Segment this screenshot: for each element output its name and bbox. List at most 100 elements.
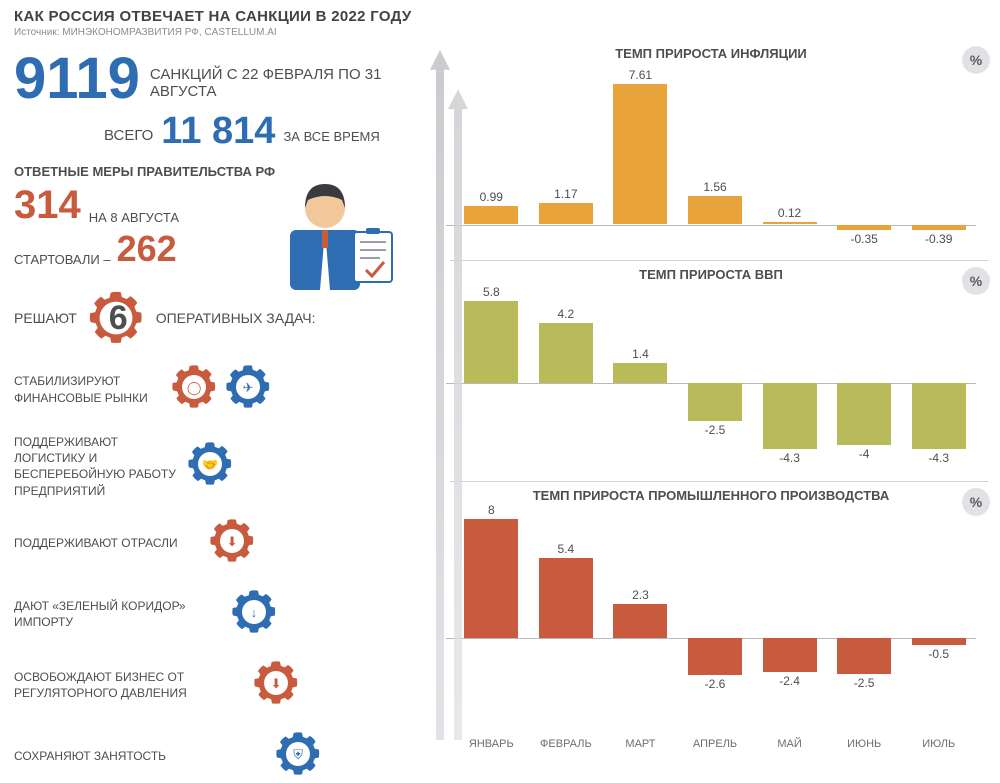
stat-total: ВСЕГО 11 814 ЗА ВСЕ ВРЕМЯ bbox=[104, 112, 428, 150]
month-label: ИЮЛЬ bbox=[901, 738, 976, 750]
bar-label: 4.2 bbox=[536, 307, 596, 321]
bar-label: -0.39 bbox=[909, 232, 969, 246]
gear-icon: ↓ bbox=[230, 588, 278, 636]
bar-label: 8 bbox=[461, 503, 521, 517]
task-label: ОСВОБОЖДАЮТ БИЗНЕС ОТ РЕГУЛЯТОРНОГО ДАВЛ… bbox=[14, 669, 196, 701]
bar bbox=[912, 383, 966, 449]
bar-label: 5.8 bbox=[461, 285, 521, 299]
bar-label: 1.56 bbox=[685, 180, 745, 194]
chart-plot: 5.84.21.4-2.5-4.3-4-4.3 bbox=[446, 284, 976, 474]
left-panel: 9119 САНКЦИЙ С 22 ФЕВРАЛЯ ПО 31 АВГУСТА … bbox=[0, 40, 438, 752]
task-row: ПОДДЕРЖИВАЮТ ЛОГИСТИКУ И БЕСПЕРЕБОЙНУЮ Р… bbox=[14, 434, 428, 499]
svg-text:↓: ↓ bbox=[251, 605, 257, 620]
chart-title: ТЕМП ПРИРОСТА ПРОМЫШЛЕННОГО ПРОИЗВОДСТВА bbox=[446, 488, 976, 503]
month-label: ЯНВАРЬ bbox=[454, 738, 529, 750]
bar-label: 2.3 bbox=[610, 588, 670, 602]
bar bbox=[539, 203, 593, 225]
bar bbox=[539, 558, 593, 638]
stat-sanctions: 9119 САНКЦИЙ С 22 ФЕВРАЛЯ ПО 31 АВГУСТА bbox=[14, 50, 428, 108]
stat-total-number: 11 814 bbox=[161, 112, 275, 150]
task-label: ПОДДЕРЖИВАЮТ ОТРАСЛИ bbox=[14, 535, 196, 551]
bar bbox=[763, 222, 817, 224]
stat-sanctions-label: САНКЦИЙ С 22 ФЕВРАЛЯ ПО 31 АВГУСТА bbox=[150, 66, 428, 108]
bar-label: -4.3 bbox=[760, 451, 820, 465]
chart: ТЕМП ПРИРОСТА ИНФЛЯЦИИ%0.991.177.611.560… bbox=[438, 40, 1000, 260]
bar bbox=[688, 638, 742, 675]
bar bbox=[912, 225, 966, 231]
bar-label: -0.5 bbox=[909, 647, 969, 661]
bar-label: 0.99 bbox=[461, 190, 521, 204]
bar bbox=[464, 206, 518, 224]
task-row: ДАЮТ «ЗЕЛЕНЫЙ КОРИДОР» ИМПОРТУ ↓ bbox=[14, 588, 428, 641]
task-label: СТАБИЛИЗИРУЮТ ФИНАНСОВЫЕ РЫНКИ bbox=[14, 373, 196, 405]
x-axis-labels: ЯНВАРЬФЕВРАЛЬМАРТАПРЕЛЬМАЙИЮНЬИЮЛЬ bbox=[446, 738, 976, 750]
source-line: Источник: МИНЭКОНОМРАЗВИТИЯ РФ, CASTELLU… bbox=[14, 27, 986, 38]
task-label: ПОДДЕРЖИВАЮТ ЛОГИСТИКУ И БЕСПЕРЕБОЙНУЮ Р… bbox=[14, 434, 196, 499]
month-label: ФЕВРАЛЬ bbox=[529, 738, 604, 750]
svg-text:⬇: ⬇ bbox=[227, 534, 238, 549]
bar bbox=[837, 383, 891, 445]
stat-started-label: СТАРТОВАЛИ – bbox=[14, 252, 111, 267]
month-label: МАРТ bbox=[603, 738, 678, 750]
solve-number: 6 bbox=[109, 299, 128, 338]
chart: ТЕМП ПРИРОСТА ПРОМЫШЛЕННОГО ПРОИЗВОДСТВА… bbox=[438, 482, 1000, 718]
gear-icon: 🤝 bbox=[186, 440, 234, 488]
baseline bbox=[446, 225, 976, 226]
stat-measures-label: НА 8 АВГУСТА bbox=[89, 210, 179, 225]
main: 9119 САНКЦИЙ С 22 ФЕВРАЛЯ ПО 31 АВГУСТА … bbox=[0, 40, 1000, 752]
task-label: ДАЮТ «ЗЕЛЕНЫЙ КОРИДОР» ИМПОРТУ bbox=[14, 598, 196, 630]
gear-icon: ⬇ bbox=[252, 659, 300, 707]
chart: ТЕМП ПРИРОСТА ВВП%5.84.21.4-2.5-4.3-4-4.… bbox=[438, 261, 1000, 481]
task-row: СОХРАНЯЮТ ЗАНЯТОСТЬ⛨ bbox=[14, 730, 428, 783]
solve-pre: РЕШАЮТ bbox=[14, 310, 77, 326]
bar bbox=[837, 638, 891, 674]
bar-label: -2.5 bbox=[834, 676, 894, 690]
stat-total-post: ЗА ВСЕ ВРЕМЯ bbox=[283, 129, 379, 150]
bar bbox=[613, 84, 667, 224]
bar-label: -4.3 bbox=[909, 451, 969, 465]
gear-icon: ⬇ bbox=[208, 517, 256, 565]
bar bbox=[539, 323, 593, 382]
stat-sanctions-number: 9119 bbox=[14, 50, 140, 108]
bar bbox=[464, 301, 518, 383]
bar-label: 5.4 bbox=[536, 542, 596, 556]
bar bbox=[464, 519, 518, 638]
bar bbox=[688, 383, 742, 422]
bar-label: -2.5 bbox=[685, 423, 745, 437]
month-label: АПРЕЛЬ bbox=[678, 738, 753, 750]
bar bbox=[763, 383, 817, 449]
bar bbox=[688, 196, 742, 225]
bar-label: 1.17 bbox=[536, 187, 596, 201]
chart-title: ТЕМП ПРИРОСТА ИНФЛЯЦИИ bbox=[446, 46, 976, 61]
svg-text:⬇: ⬇ bbox=[271, 676, 282, 691]
month-label: ИЮНЬ bbox=[827, 738, 902, 750]
svg-text:⛨: ⛨ bbox=[293, 747, 303, 762]
bar-label: -4 bbox=[834, 447, 894, 461]
svg-text:🤝: 🤝 bbox=[202, 457, 218, 472]
bar-label: 0.12 bbox=[760, 206, 820, 220]
chart-plot: 8 5.4 2.3 -2.6 -2.4 -2.5 -0.5 bbox=[446, 505, 976, 695]
svg-text:✈: ✈ bbox=[243, 380, 254, 395]
bar-label: -2.6 bbox=[685, 677, 745, 691]
bar-label: -2.4 bbox=[760, 674, 820, 688]
gear-icon: ✈ bbox=[224, 363, 272, 411]
bar bbox=[613, 604, 667, 638]
task-row: СТАБИЛИЗИРУЮТ ФИНАНСОВЫЕ РЫНКИ◯ ✈ bbox=[14, 363, 428, 416]
task-row: ПОДДЕРЖИВАЮТ ОТРАСЛИ ⬇ bbox=[14, 517, 428, 570]
stat-total-pre: ВСЕГО bbox=[104, 127, 153, 150]
bar bbox=[613, 363, 667, 383]
businessman-icon bbox=[280, 170, 400, 300]
gear-icon: ◯ bbox=[170, 363, 218, 411]
svg-text:◯: ◯ bbox=[187, 380, 201, 396]
stat-started-number: 262 bbox=[117, 231, 177, 267]
stat-measures-number: 314 bbox=[14, 185, 81, 225]
bar bbox=[763, 638, 817, 672]
task-row: ОСВОБОЖДАЮТ БИЗНЕС ОТ РЕГУЛЯТОРНОГО ДАВЛ… bbox=[14, 659, 428, 712]
header: КАК РОССИЯ ОТВЕЧАЕТ НА САНКЦИИ В 2022 ГО… bbox=[0, 0, 1000, 40]
bar bbox=[837, 225, 891, 230]
bar bbox=[912, 638, 966, 645]
bar-label: 7.61 bbox=[610, 68, 670, 82]
solve-post: ОПЕРАТИВНЫХ ЗАДАЧ: bbox=[156, 310, 316, 326]
month-label: МАЙ bbox=[752, 738, 827, 750]
tasks-list: СТАБИЛИЗИРУЮТ ФИНАНСОВЫЕ РЫНКИ◯ ✈ ПОДДЕРЖИ… bbox=[14, 363, 428, 783]
